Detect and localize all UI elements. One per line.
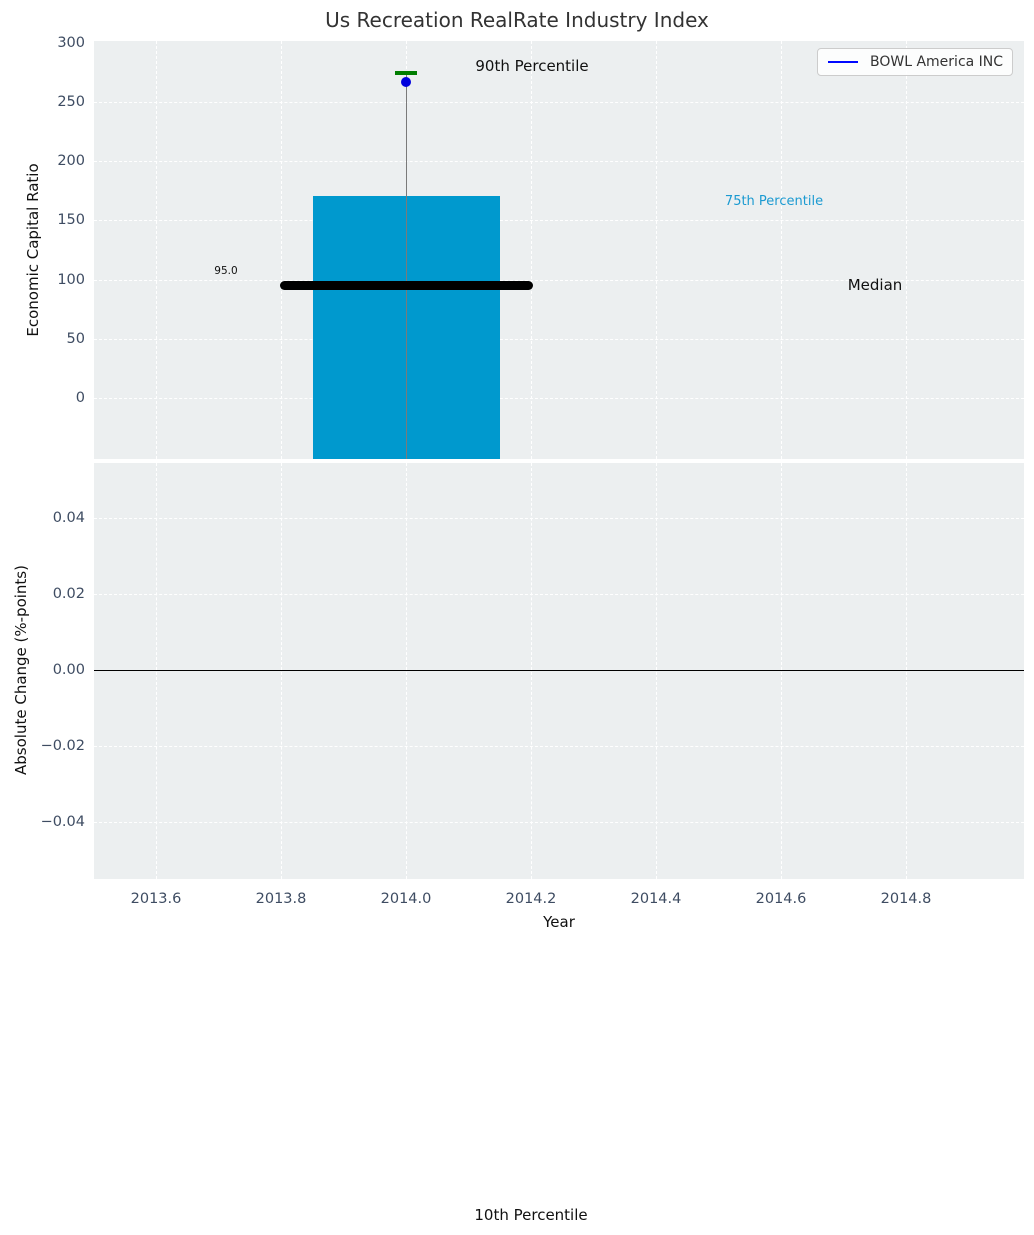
gridline-vertical bbox=[656, 41, 657, 459]
zero-baseline bbox=[94, 670, 1024, 672]
median-value-label: 95.0 bbox=[214, 265, 238, 277]
x-tick-label: 2014.0 bbox=[380, 891, 432, 907]
x-axis-label: Year bbox=[543, 913, 575, 931]
gridline-horizontal bbox=[94, 398, 1024, 399]
gridline-horizontal bbox=[94, 594, 1024, 595]
legend-label: BOWL America INC bbox=[870, 54, 1004, 70]
x-tick-label: 2014.4 bbox=[630, 891, 682, 907]
gridline-horizontal bbox=[94, 339, 1024, 340]
y-tick-label: 250 bbox=[57, 94, 85, 110]
y-tick-label: −0.02 bbox=[40, 738, 85, 754]
gridline-horizontal bbox=[94, 102, 1024, 103]
bottom-plot bbox=[94, 463, 1024, 879]
gridline-vertical bbox=[906, 41, 907, 459]
gridline-horizontal bbox=[94, 822, 1024, 823]
whisker-stem-line bbox=[405, 74, 407, 459]
y-tick-label: 300 bbox=[57, 35, 85, 51]
annotation-90th-percentile: 90th Percentile bbox=[475, 57, 589, 75]
y-tick-label: 50 bbox=[66, 331, 85, 347]
top-plot: 90th Percentile 75th Percentile Median 9… bbox=[94, 41, 1024, 459]
y-tick-label: 100 bbox=[57, 272, 85, 288]
top-y-axis-label: Economic Capital Ratio bbox=[24, 163, 42, 337]
gridline-horizontal bbox=[94, 280, 1024, 281]
legend-line-swatch bbox=[828, 60, 858, 64]
whisker-cap-90th bbox=[395, 71, 417, 75]
gridline-vertical bbox=[531, 41, 532, 459]
gridline-horizontal bbox=[94, 220, 1024, 221]
gridline-horizontal bbox=[94, 161, 1024, 162]
annotation-75th-percentile: 75th Percentile bbox=[724, 194, 824, 209]
y-tick-label: 150 bbox=[57, 212, 85, 228]
gridline-vertical bbox=[156, 41, 157, 459]
x-tick-label: 2013.6 bbox=[130, 891, 182, 907]
chart-title: Us Recreation RealRate Industry Index bbox=[325, 8, 709, 32]
x-tick-label: 2014.2 bbox=[505, 891, 557, 907]
median-line bbox=[280, 281, 533, 290]
bottom-y-axis-label: Absolute Change (%-points) bbox=[12, 565, 30, 775]
bowl-america-data-point bbox=[401, 77, 411, 87]
y-tick-label: −0.04 bbox=[40, 814, 85, 830]
y-tick-label: 0.02 bbox=[52, 586, 85, 602]
annotation-10th-percentile: 10th Percentile bbox=[474, 1206, 588, 1224]
y-tick-label: 200 bbox=[57, 153, 85, 169]
y-tick-label: 0 bbox=[75, 390, 85, 406]
gridline-horizontal bbox=[94, 518, 1024, 519]
y-tick-label: 0.00 bbox=[52, 662, 85, 678]
gridline-vertical bbox=[781, 41, 782, 459]
gridline-vertical bbox=[281, 41, 282, 459]
gridline-horizontal bbox=[94, 746, 1024, 747]
y-tick-label: 0.04 bbox=[52, 510, 85, 526]
annotation-median: Median bbox=[847, 276, 903, 294]
x-tick-label: 2013.8 bbox=[255, 891, 307, 907]
legend: BOWL America INC bbox=[817, 48, 1013, 76]
x-tick-label: 2014.6 bbox=[755, 891, 807, 907]
x-tick-label: 2014.8 bbox=[880, 891, 932, 907]
